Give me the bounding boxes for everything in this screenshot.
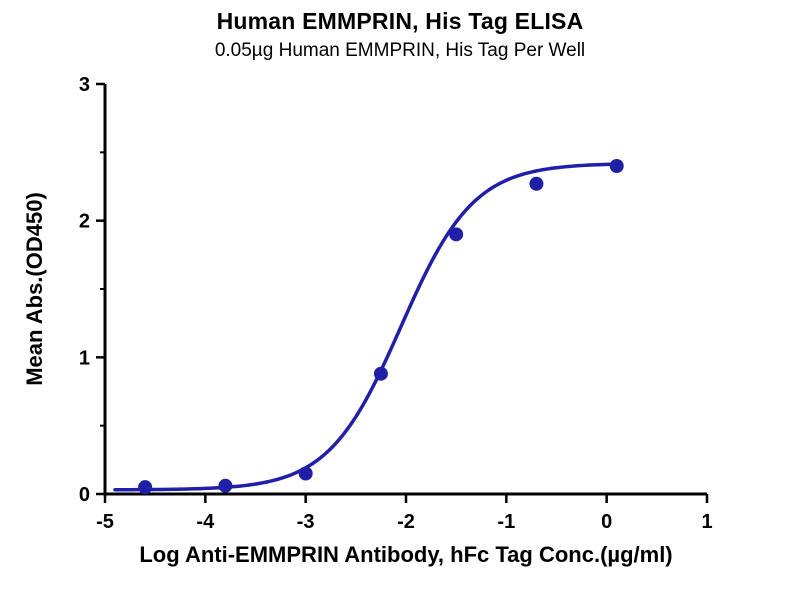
data-point xyxy=(609,159,624,173)
x-tick-label: -2 xyxy=(397,511,415,533)
y-tick-label: 1 xyxy=(79,347,90,369)
x-axis-label: Log Anti-EMMPRIN Antibody, hFc Tag Conc.… xyxy=(139,542,672,567)
y-tick-label: 2 xyxy=(79,211,90,233)
y-axis-label: Mean Abs.(OD450) xyxy=(22,192,47,386)
x-tick-label: -4 xyxy=(196,511,215,533)
data-point xyxy=(298,466,313,481)
x-tick-label: 0 xyxy=(601,511,612,533)
data-point xyxy=(449,227,464,242)
data-point xyxy=(529,176,544,191)
x-tick-label: -3 xyxy=(297,511,315,533)
x-tick-label: 1 xyxy=(701,511,712,533)
x-tick-label: -5 xyxy=(96,511,114,533)
x-tick-label: -1 xyxy=(497,511,515,533)
elisa-plot: -5 -4 -3 -2 -1 0 1 0 1 2 3 Log Anti-EMMPRIN Antibod… xyxy=(22,74,713,567)
chart-subtitle: 0.05µg Human EMMPRIN, His Tag Per Well xyxy=(214,40,586,61)
data-point xyxy=(138,480,153,495)
fit-curve xyxy=(113,162,621,492)
data-point xyxy=(218,478,233,493)
y-tick-label: 0 xyxy=(79,484,90,506)
data-point xyxy=(373,366,388,381)
y-tick-label: 3 xyxy=(79,74,90,96)
chart-title: Human EMMPRIN, His Tag ELISA xyxy=(216,8,584,34)
